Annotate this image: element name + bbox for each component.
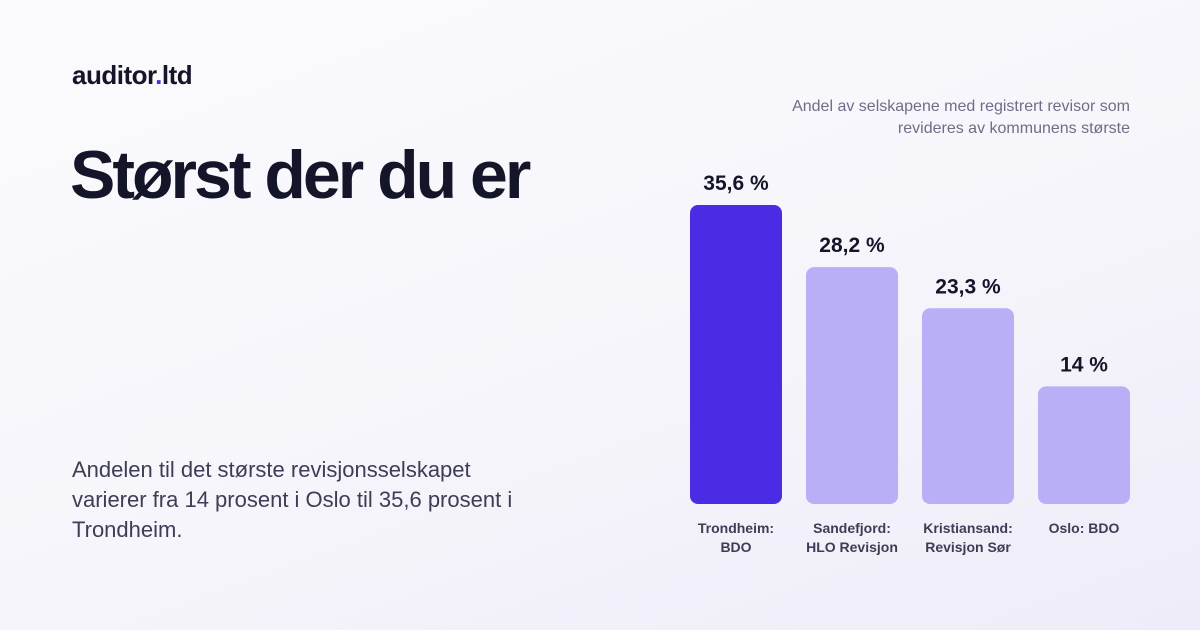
brand-name: auditor [72, 60, 156, 90]
category-label-2-1: Revisjon Sør [925, 539, 1011, 555]
brand-dot: . [155, 60, 162, 90]
category-label-1-0: Sandefjord: [813, 520, 891, 536]
bar-0 [690, 205, 782, 504]
category-label-1-1: HLO Revisjon [806, 539, 898, 555]
category-label-0-0: Trondheim: [698, 520, 774, 536]
brand-tld: ltd [161, 60, 193, 90]
category-label-3-0: Oslo: BDO [1049, 520, 1120, 536]
bar-value-label-1: 28,2 % [819, 234, 885, 257]
headline: Størst der du er [70, 137, 531, 213]
bar-2 [922, 308, 1014, 504]
description: Andelen til det største revisjonsselskap… [72, 457, 513, 542]
category-label-2-0: Kristiansand: [923, 520, 1012, 536]
bar-value-label-3: 14 % [1060, 353, 1108, 376]
bar-value-label-0: 35,6 % [703, 172, 769, 195]
chart-title: Andel av selskapene med registrert revis… [792, 98, 1130, 137]
bar-3 [1038, 386, 1130, 504]
bar-1 [806, 267, 898, 504]
category-label-0-1: BDO [720, 539, 751, 555]
bar-value-label-2: 23,3 % [935, 275, 1001, 298]
brand-logo: auditor.ltd [72, 60, 193, 91]
